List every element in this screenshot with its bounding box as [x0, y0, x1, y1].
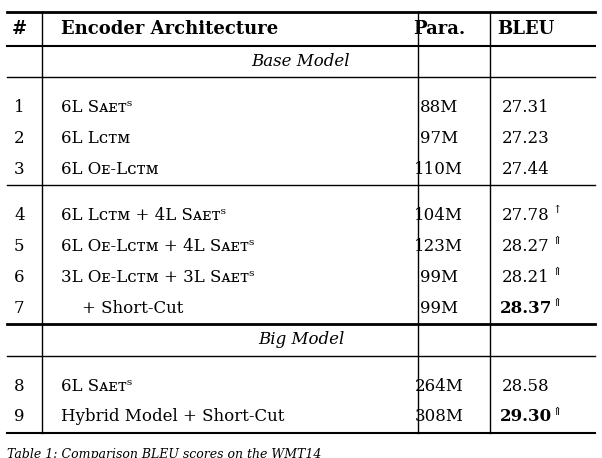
Text: 28.21: 28.21	[502, 269, 550, 286]
Text: ⇑: ⇑	[552, 236, 562, 246]
Text: 9: 9	[14, 409, 25, 425]
Text: 27.78: 27.78	[502, 207, 550, 224]
Text: 27.23: 27.23	[502, 130, 550, 147]
Text: 104M: 104M	[414, 207, 464, 224]
Text: ↑: ↑	[552, 206, 562, 215]
Text: 99M: 99M	[420, 269, 458, 286]
Text: ⇑: ⇑	[552, 267, 562, 277]
Text: 3L Oᴇ-Lᴄᴛᴍ + 3L Sᴀᴇᴛˢ: 3L Oᴇ-Lᴄᴛᴍ + 3L Sᴀᴇᴛˢ	[61, 269, 255, 286]
Text: 5: 5	[14, 238, 25, 255]
Text: 28.27: 28.27	[502, 238, 550, 255]
Text: 97M: 97M	[420, 130, 458, 147]
Text: 4: 4	[14, 207, 25, 224]
Text: + Short-Cut: + Short-Cut	[61, 300, 184, 316]
Text: 6L Lᴄᴛᴍ + 4L Sᴀᴇᴛˢ: 6L Lᴄᴛᴍ + 4L Sᴀᴇᴛˢ	[61, 207, 226, 224]
Text: Base Model: Base Model	[252, 53, 350, 70]
Text: 6L Sᴀᴇᴛˢ: 6L Sᴀᴇᴛˢ	[61, 99, 133, 116]
Text: Para.: Para.	[413, 20, 465, 38]
Text: 27.31: 27.31	[502, 99, 550, 116]
Text: 29.30: 29.30	[500, 409, 552, 425]
Text: 88M: 88M	[420, 99, 458, 116]
Text: 110M: 110M	[414, 161, 464, 178]
Text: 6L Oᴇ-Lᴄᴛᴍ + 4L Sᴀᴇᴛˢ: 6L Oᴇ-Lᴄᴛᴍ + 4L Sᴀᴇᴛˢ	[61, 238, 255, 255]
Text: 1: 1	[14, 99, 25, 116]
Text: 8: 8	[14, 378, 25, 395]
Text: ⇑: ⇑	[552, 407, 562, 416]
Text: 6L Oᴇ-Lᴄᴛᴍ: 6L Oᴇ-Lᴄᴛᴍ	[61, 161, 159, 178]
Text: 99M: 99M	[420, 300, 458, 316]
Text: 308M: 308M	[414, 409, 464, 425]
Text: 28.58: 28.58	[502, 378, 550, 395]
Text: Hybrid Model + Short-Cut: Hybrid Model + Short-Cut	[61, 409, 285, 425]
Text: 2: 2	[14, 130, 25, 147]
Text: #: #	[12, 20, 27, 38]
Text: Table 1: Comparison BLEU scores on the WMT14: Table 1: Comparison BLEU scores on the W…	[7, 448, 321, 458]
Text: Encoder Architecture: Encoder Architecture	[61, 20, 279, 38]
Text: Big Model: Big Model	[258, 331, 344, 348]
Text: 6L Sᴀᴇᴛˢ: 6L Sᴀᴇᴛˢ	[61, 378, 133, 395]
Text: 6L Lᴄᴛᴍ: 6L Lᴄᴛᴍ	[61, 130, 131, 147]
Text: 3: 3	[14, 161, 25, 178]
Text: 7: 7	[14, 300, 25, 316]
Text: 123M: 123M	[414, 238, 464, 255]
Text: ⇑: ⇑	[552, 298, 562, 308]
Text: 6: 6	[14, 269, 25, 286]
Text: 264M: 264M	[414, 378, 464, 395]
Text: 27.44: 27.44	[502, 161, 550, 178]
Text: BLEU: BLEU	[497, 20, 554, 38]
Text: 28.37: 28.37	[500, 300, 552, 316]
